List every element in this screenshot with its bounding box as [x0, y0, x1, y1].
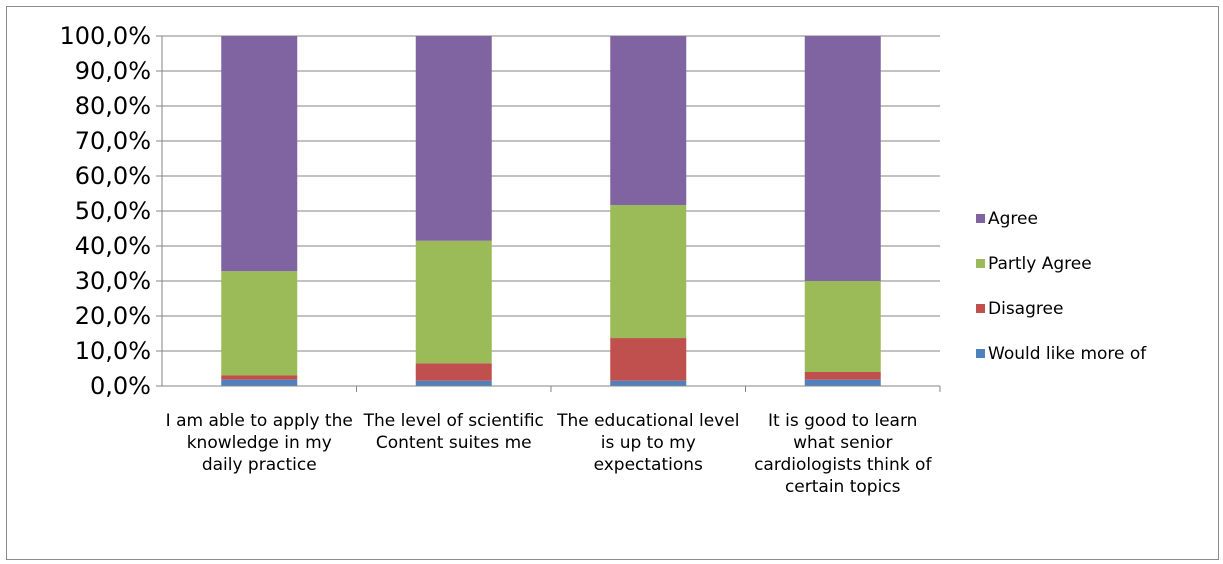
bar-segment-partly-agree	[804, 281, 881, 372]
bar-segment-agree	[221, 36, 298, 272]
legend-label: Agree	[988, 209, 1038, 229]
bar-segment-agree	[610, 36, 687, 206]
x-category-label: The educational level is up to my expect…	[557, 411, 740, 475]
legend-swatch	[976, 214, 985, 223]
bar-segment-would-like-more-of	[610, 380, 687, 386]
y-tick-label: 80,0%	[75, 92, 151, 120]
bar-segment-would-like-more-of	[415, 380, 492, 386]
bar-segment-partly-agree	[415, 240, 492, 364]
y-tick-label: 60,0%	[75, 162, 151, 190]
y-tick-label: 40,0%	[75, 232, 151, 260]
bar-segment-would-like-more-of	[221, 379, 298, 386]
bar-segment-agree	[415, 36, 492, 241]
y-tick-label: 30,0%	[75, 267, 151, 295]
bar-segment-agree	[804, 36, 881, 281]
legend-label: Would like more of	[988, 344, 1147, 364]
x-category-label: I am able to apply the knowledge in my d…	[165, 411, 353, 475]
y-tick-label: 70,0%	[75, 127, 151, 155]
bar-segment-disagree	[221, 375, 298, 380]
bar-segment-disagree	[610, 338, 687, 381]
bar-segment-would-like-more-of	[804, 379, 881, 386]
x-category-label: It is good to learn what senior cardiolo…	[754, 411, 932, 497]
y-tick-label: 50,0%	[75, 197, 151, 225]
y-tick-label: 100,0%	[59, 22, 151, 50]
y-tick-label: 10,0%	[75, 337, 151, 365]
y-tick-label: 90,0%	[75, 57, 151, 85]
bar-segment-partly-agree	[221, 271, 298, 376]
bar-segment-partly-agree	[610, 205, 687, 339]
x-category-label: The level of scientific Content suites m…	[363, 411, 544, 453]
y-tick-label: 0,0%	[90, 372, 151, 400]
legend-swatch	[976, 304, 985, 313]
chart-frame: 0,0% 10,0% 20,0% 30,0% 40,0% 50,0% 60,0% 70,0% 8…	[6, 6, 1219, 560]
bar-segment-disagree	[804, 372, 881, 380]
bar-segment-disagree	[415, 363, 492, 381]
legend-label: Partly Agree	[988, 254, 1092, 274]
stacked-bar-chart: 0,0% 10,0% 20,0% 30,0% 40,0% 50,0% 60,0% 70,0% 8…	[59, 22, 1147, 400]
legend-swatch	[976, 259, 985, 268]
y-tick-label: 20,0%	[75, 302, 151, 330]
legend-label: Disagree	[988, 299, 1063, 319]
legend-swatch	[976, 349, 985, 358]
